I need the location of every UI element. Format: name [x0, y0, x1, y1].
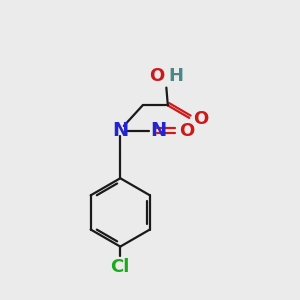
Text: H: H — [169, 67, 184, 85]
Text: Cl: Cl — [111, 258, 130, 276]
Text: N: N — [112, 121, 128, 140]
Text: O: O — [193, 110, 208, 128]
Text: N: N — [150, 121, 166, 140]
Text: O: O — [179, 122, 194, 140]
Text: O: O — [150, 67, 165, 85]
